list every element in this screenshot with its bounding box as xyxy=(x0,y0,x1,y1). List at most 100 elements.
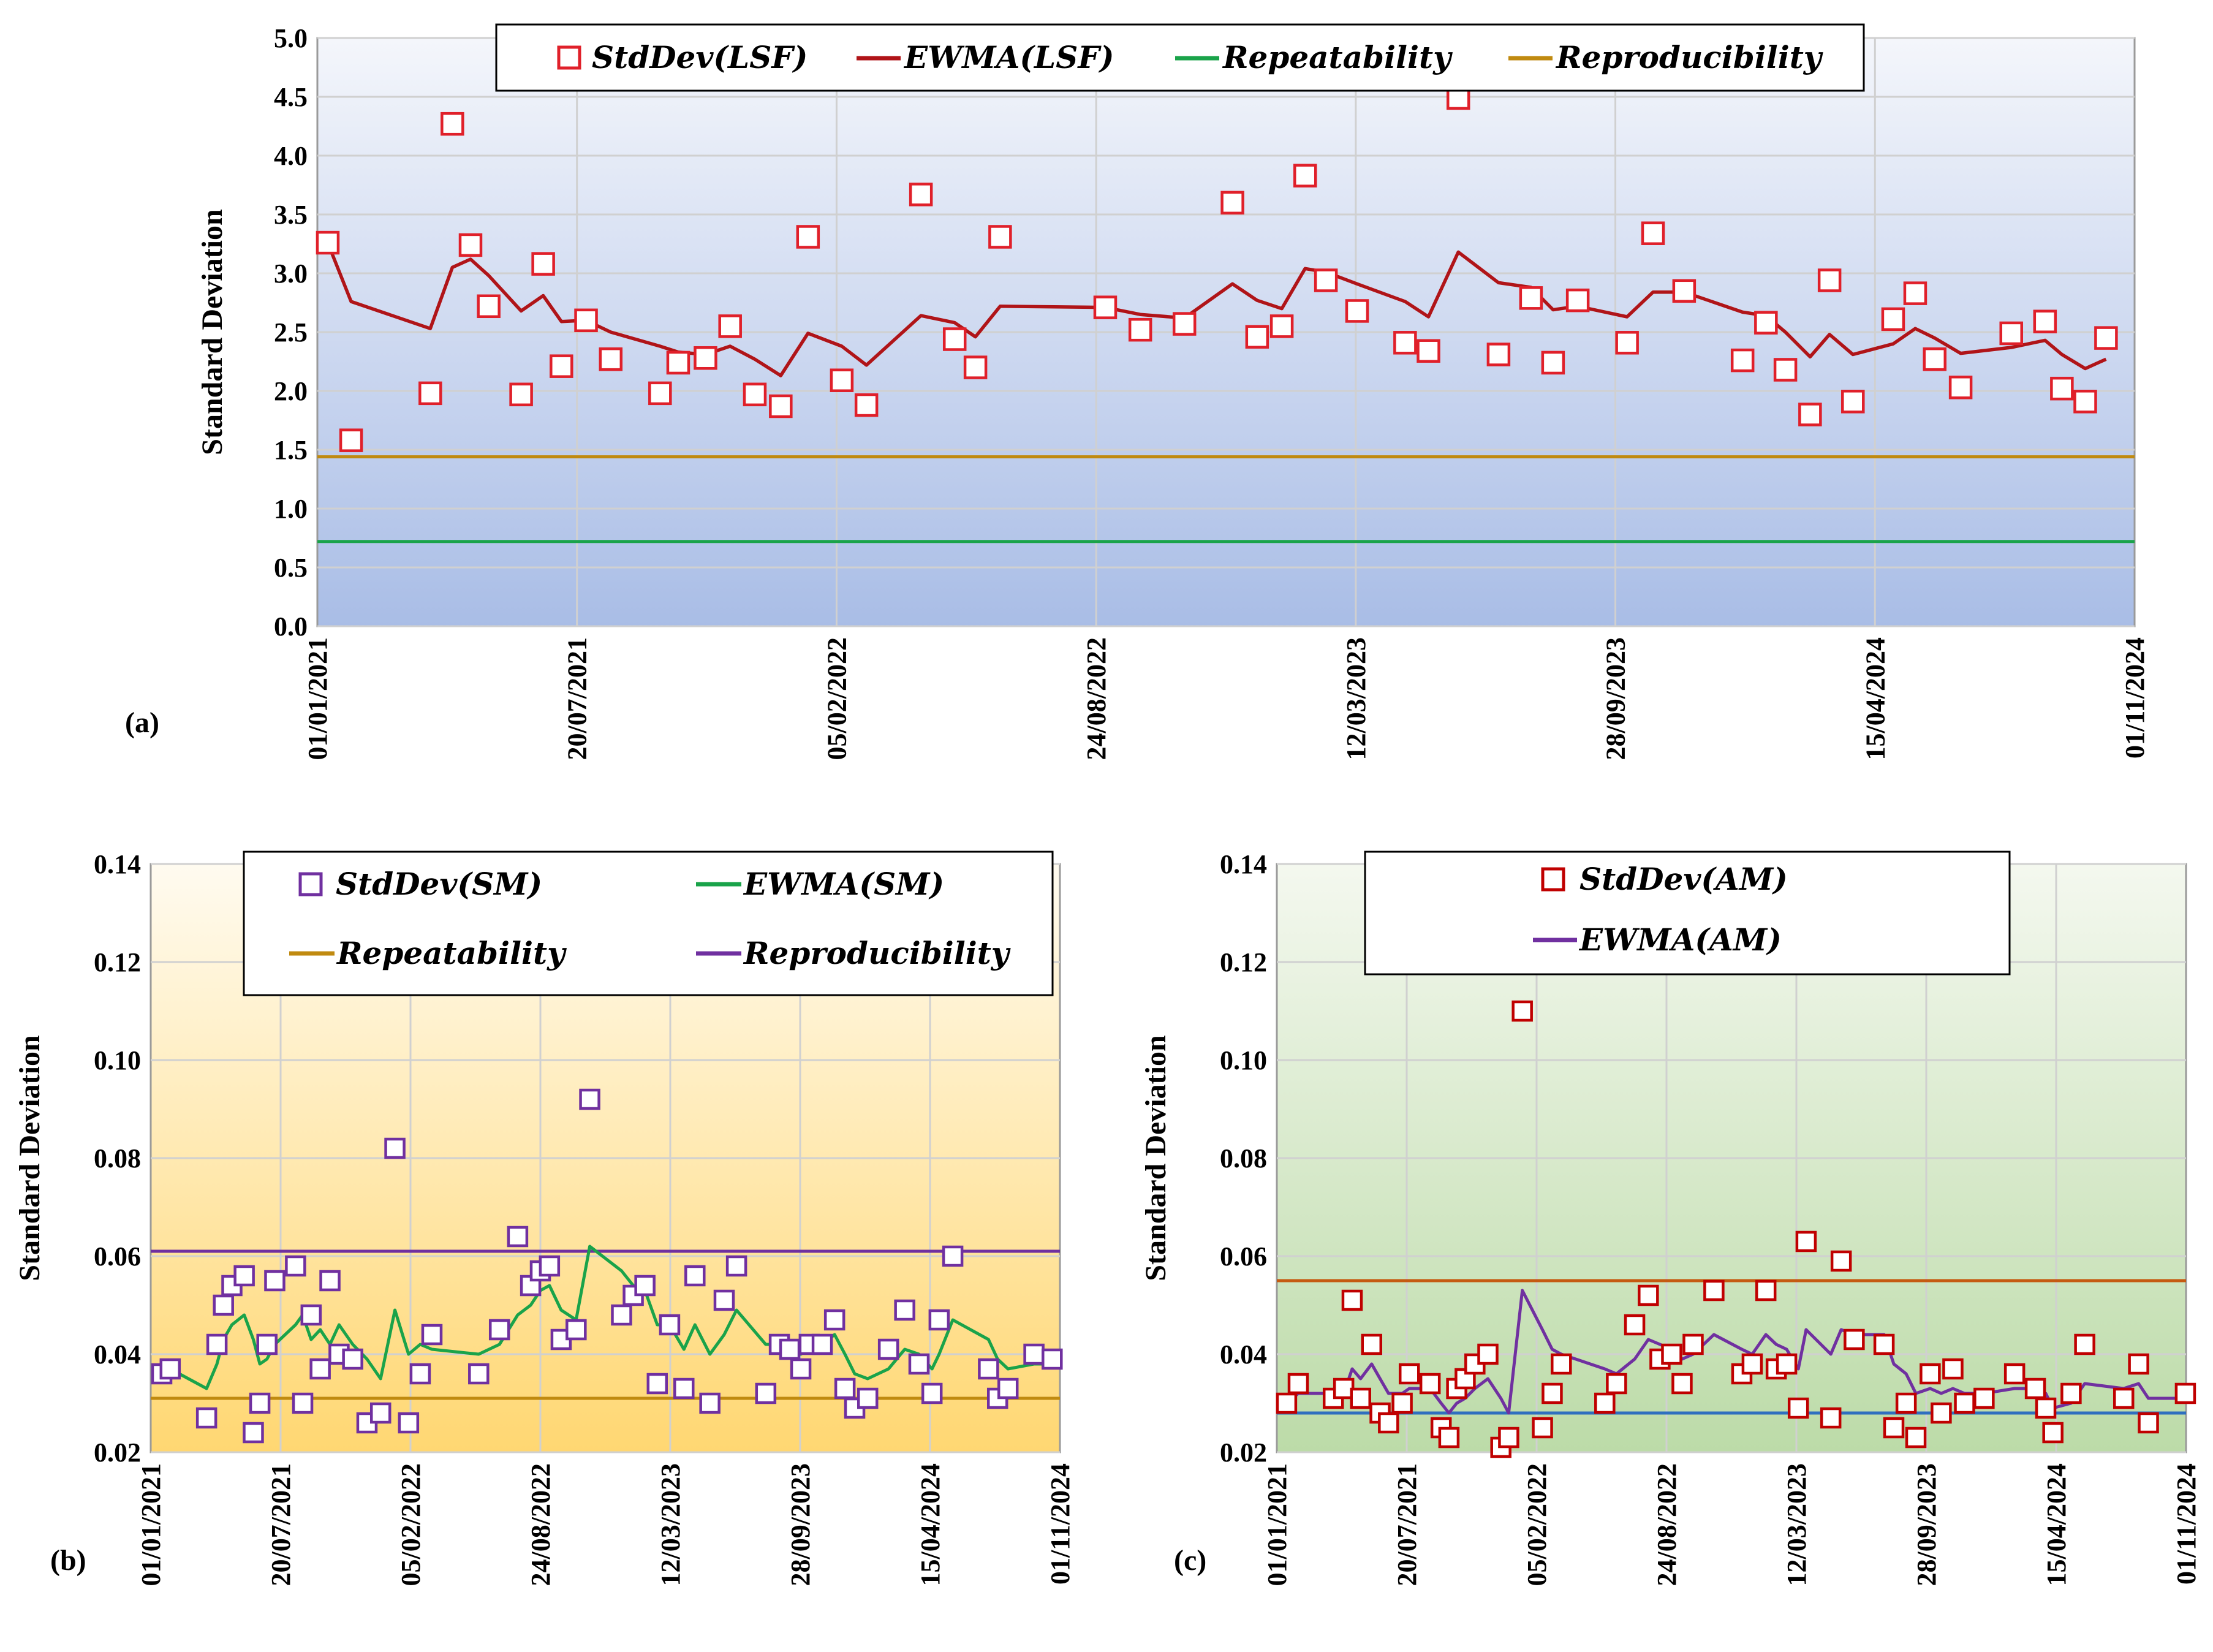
y-tick-label: 0.02 xyxy=(94,1438,141,1468)
stddev-marker xyxy=(796,225,820,249)
y-tick-label: 4.5 xyxy=(274,82,308,112)
stddev-marker xyxy=(2042,1422,2064,1444)
stddev-marker xyxy=(1565,288,1590,313)
legend-c: StdDev(AM) EWMA(AM) xyxy=(1364,851,2011,976)
stddev-marker xyxy=(942,327,967,351)
y-tick-label: 0.12 xyxy=(94,947,141,977)
x-tick-label: 20/07/2021 xyxy=(1392,1463,1422,1586)
stddev-marker xyxy=(646,1373,668,1395)
hlines-a xyxy=(317,455,2135,544)
stddev-marker xyxy=(1931,1402,1952,1424)
stddev-marker xyxy=(1923,347,1946,371)
stddev-marker xyxy=(477,294,501,319)
x-tick-label: 15/04/2024 xyxy=(915,1463,945,1586)
stddev-marker xyxy=(2033,309,2057,333)
stddev-marker xyxy=(1999,321,2023,346)
stddev-marker xyxy=(877,1338,899,1360)
stddev-marker xyxy=(507,1226,529,1248)
stddev-marker xyxy=(1532,1417,1553,1439)
stddev-marker xyxy=(857,1387,879,1409)
stddev-marker xyxy=(1519,286,1543,310)
y-tick-label: 0.06 xyxy=(94,1241,141,1271)
x-tick-label: 28/09/2023 xyxy=(785,1463,815,1586)
stddev-marker xyxy=(1293,164,1317,188)
stddev-marker xyxy=(694,346,717,370)
legend-label-repeatability-a: Repeatability xyxy=(1222,39,1453,75)
stddev-marker xyxy=(1361,1333,1383,1355)
stddev-marker xyxy=(233,1265,255,1287)
stddev-marker xyxy=(488,1319,510,1341)
stddev-marker xyxy=(699,1392,721,1414)
stddev-marker xyxy=(468,1363,490,1385)
ewma-line xyxy=(161,1245,1053,1390)
stddev-marker xyxy=(1773,358,1798,382)
stddev-marker xyxy=(2074,1333,2095,1355)
stddev-marker xyxy=(1615,331,1639,355)
x-tick-label: 01/11/2024 xyxy=(1045,1463,1075,1585)
stddev-marker xyxy=(1594,1392,1616,1414)
y-tick-label: 1.0 xyxy=(274,494,308,524)
stddev-marker xyxy=(1498,1427,1519,1449)
x-tick-label: 01/01/2021 xyxy=(136,1463,166,1586)
y-ticks-a: 0.0 0.5 1.0 1.5 2.0 2.5 3.0 3.5 4.0 4.5 5.0 xyxy=(274,23,308,642)
stddev-marker xyxy=(579,1088,600,1110)
stddev-marker xyxy=(755,1382,777,1404)
stddev-marker xyxy=(1042,1348,1063,1370)
x-tick-label: 20/07/2021 xyxy=(562,637,592,760)
stddev-marker xyxy=(206,1333,228,1355)
stddev-marker xyxy=(369,1402,392,1424)
stddev-marker xyxy=(718,314,742,338)
stddev-marker xyxy=(634,1275,656,1297)
stddev-marker xyxy=(743,382,767,407)
stddev-marker xyxy=(659,1314,681,1336)
y-tick-label: 0.08 xyxy=(1220,1143,1267,1173)
stddev-marker xyxy=(195,1407,218,1429)
y-ticks-b: 0.02 0.04 0.06 0.08 0.10 0.12 0.14 xyxy=(94,849,141,1468)
y-tick-label: 0.5 xyxy=(274,553,308,583)
y-tick-label: 0.10 xyxy=(1220,1045,1267,1075)
stddev-marker xyxy=(1883,1417,1905,1439)
stddev-marker xyxy=(2035,1397,2057,1419)
stddev-marker xyxy=(963,355,988,379)
x-ticks-c: 01/01/2021 20/07/2021 05/02/2022 24/08/2022… xyxy=(1262,1463,2201,1586)
stddev-marker xyxy=(1641,221,1665,245)
stddev-marker xyxy=(1881,307,1905,332)
x-tick-label: 28/09/2023 xyxy=(1912,1463,1942,1586)
stddev-marker xyxy=(769,394,793,419)
stddev-marker xyxy=(316,230,340,255)
y-tick-label: 0.14 xyxy=(1220,849,1267,879)
stddev-marker xyxy=(418,381,442,406)
stddev-marker xyxy=(213,1294,234,1316)
stddev-marker xyxy=(1973,1387,1995,1409)
stddev-marker xyxy=(1541,350,1565,375)
stddev-marker xyxy=(566,1319,587,1341)
x-tick-label: 01/11/2024 xyxy=(2120,637,2150,759)
stddev-marker xyxy=(854,393,879,417)
y-tick-label: 3.5 xyxy=(274,200,308,230)
stddev-marker xyxy=(823,1309,845,1331)
stddev-marker xyxy=(1345,299,1369,323)
stddev-marker xyxy=(458,233,483,257)
stddev-marker xyxy=(249,1392,271,1414)
hlines-c xyxy=(1277,1279,2186,1415)
stddev-marker xyxy=(811,1333,833,1355)
stddev-marker xyxy=(894,1299,915,1321)
stddev-marker xyxy=(928,1309,950,1331)
stddev-marker xyxy=(1419,1373,1441,1395)
series-c xyxy=(1276,1000,2196,1458)
stddev-marker xyxy=(2024,1377,2046,1400)
stddev-marker xyxy=(1755,1279,1777,1302)
stddev-marker xyxy=(2094,326,2118,350)
stddev-marker xyxy=(398,1412,420,1434)
chart-b: 0.02 0.04 0.06 0.08 0.10 0.12 0.14 01/01/2021 2… xyxy=(13,849,1075,1586)
x-tick-label: 24/08/2022 xyxy=(526,1463,556,1586)
stddev-marker xyxy=(921,1382,943,1404)
stddev-marker xyxy=(1023,1343,1045,1365)
legend-label-ewma-lsf: EWMA(LSF) xyxy=(903,39,1114,75)
legend-box-b xyxy=(243,851,1054,996)
stddev-marker xyxy=(1830,1250,1852,1272)
chart-a: 0.0 0.5 1.0 1.5 2.0 2.5 3.0 3.5 4.0 4.5 5.0 01/01/… xyxy=(125,23,2150,760)
stddev-marker xyxy=(599,347,623,371)
stddev-marker xyxy=(1314,268,1338,292)
stddev-marker xyxy=(1905,1427,1927,1449)
